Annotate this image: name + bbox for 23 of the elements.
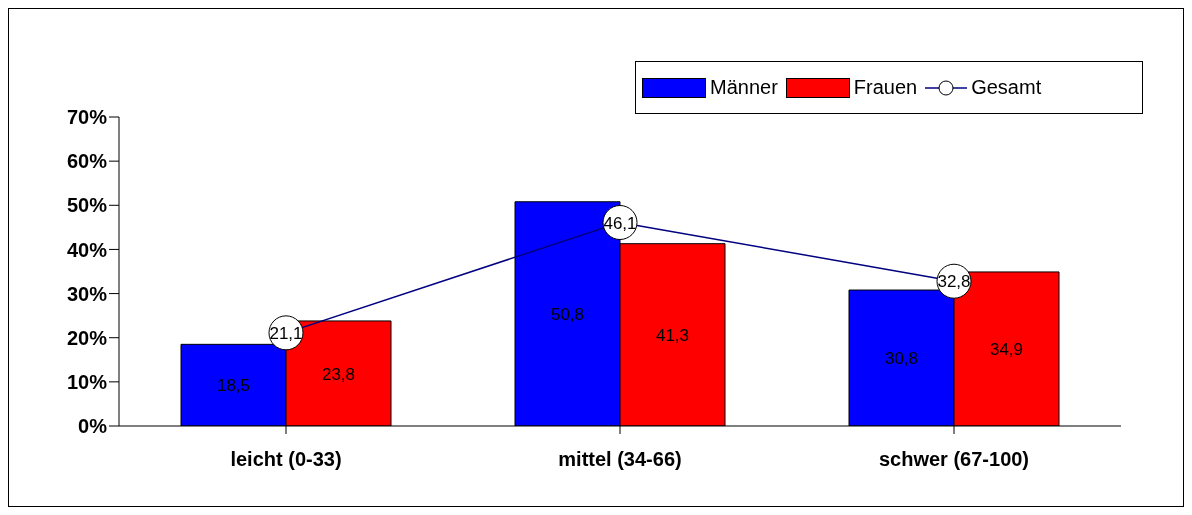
data-label: 23,8 [321, 364, 356, 384]
y-tick-label: 70% [66, 106, 108, 129]
x-tick-label: schwer (67-100) [878, 448, 1030, 471]
data-label: 41,3 [655, 325, 690, 345]
data-label: 32,8 [937, 272, 971, 292]
data-label: 46,1 [603, 213, 637, 233]
data-label: 50,8 [550, 304, 585, 324]
x-tick-label: mittel (34-66) [558, 448, 682, 471]
data-label: 30,8 [884, 349, 919, 369]
x-tick-label: leicht (0-33) [230, 448, 342, 471]
data-label: 21,1 [269, 323, 303, 343]
y-tick-label: 60% [66, 150, 108, 173]
y-tick-label: 50% [66, 194, 108, 217]
y-tick-label: 20% [66, 326, 108, 349]
legend-label: Männer [710, 76, 778, 99]
y-tick-label: 40% [66, 238, 108, 261]
data-label: 18,5 [216, 376, 251, 396]
y-tick-label: 30% [66, 282, 108, 305]
y-tick-label: 0% [78, 415, 108, 438]
data-label: 34,9 [989, 340, 1024, 360]
y-tick-label: 10% [66, 370, 108, 393]
legend-label: Gesamt [971, 76, 1042, 99]
legend-label: Frauen [853, 76, 918, 99]
